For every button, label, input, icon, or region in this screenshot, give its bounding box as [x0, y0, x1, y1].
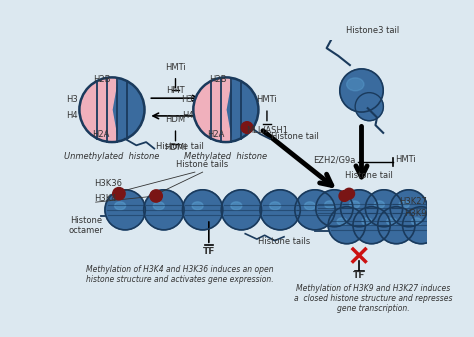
Text: H2A: H2A	[208, 130, 225, 139]
Circle shape	[150, 190, 162, 202]
Text: Methylation of H3K4 and H3K36 induces an open: Methylation of H3K4 and H3K36 induces an…	[86, 265, 273, 274]
Text: MLL/ASH1: MLL/ASH1	[246, 126, 288, 135]
Ellipse shape	[374, 201, 384, 208]
Ellipse shape	[325, 201, 335, 208]
Ellipse shape	[399, 201, 409, 208]
Text: histone structure and activates gene expression.: histone structure and activates gene exp…	[86, 275, 273, 284]
Text: H3K27: H3K27	[399, 197, 427, 207]
Ellipse shape	[231, 202, 242, 210]
Circle shape	[193, 78, 258, 142]
Text: Histone3 tail: Histone3 tail	[346, 26, 400, 35]
Circle shape	[295, 190, 335, 230]
Text: Unmethylated  histone: Unmethylated histone	[64, 152, 160, 161]
Ellipse shape	[349, 201, 360, 208]
Circle shape	[340, 69, 383, 112]
Text: HMTi: HMTi	[256, 95, 277, 104]
Circle shape	[341, 190, 378, 227]
Circle shape	[365, 190, 402, 227]
Text: H4: H4	[182, 111, 193, 120]
Text: TF: TF	[203, 247, 215, 256]
Circle shape	[355, 93, 383, 121]
Ellipse shape	[153, 202, 164, 210]
Circle shape	[378, 207, 415, 244]
Ellipse shape	[362, 218, 372, 225]
Text: Histone tail: Histone tail	[346, 171, 393, 180]
Text: H3K9: H3K9	[404, 209, 427, 218]
Text: TF: TF	[353, 271, 365, 280]
Ellipse shape	[115, 202, 126, 210]
Circle shape	[390, 190, 428, 227]
Circle shape	[402, 207, 440, 244]
Text: gene transcription.: gene transcription.	[337, 304, 410, 313]
Text: a  closed histone structure and represses: a closed histone structure and represses	[294, 294, 452, 303]
Text: HDMi: HDMi	[164, 143, 187, 152]
Circle shape	[339, 191, 350, 202]
Circle shape	[80, 78, 145, 142]
Ellipse shape	[411, 218, 422, 225]
Circle shape	[105, 190, 145, 230]
Text: HMT: HMT	[166, 86, 185, 95]
Text: Histone tail: Histone tail	[271, 132, 319, 141]
Circle shape	[260, 190, 300, 230]
Text: H2B: H2B	[209, 75, 227, 84]
Text: HDM: HDM	[165, 115, 185, 124]
Circle shape	[316, 190, 353, 227]
Text: HMTi: HMTi	[165, 63, 186, 72]
Ellipse shape	[192, 202, 203, 210]
Text: H4: H4	[66, 111, 78, 120]
Circle shape	[241, 122, 253, 133]
Ellipse shape	[337, 218, 347, 225]
Text: H3K4: H3K4	[94, 193, 117, 203]
Text: Histone tails: Histone tails	[176, 160, 229, 169]
Circle shape	[182, 190, 223, 230]
Text: HMTi: HMTi	[396, 155, 416, 164]
Wedge shape	[80, 78, 118, 142]
Circle shape	[328, 207, 365, 244]
Ellipse shape	[270, 202, 281, 210]
Circle shape	[344, 188, 355, 199]
Ellipse shape	[304, 202, 316, 210]
Text: Histone tail: Histone tail	[156, 142, 204, 151]
Text: H2A: H2A	[92, 130, 109, 139]
Circle shape	[221, 190, 262, 230]
Circle shape	[144, 190, 184, 230]
Text: H3K36: H3K36	[94, 179, 122, 188]
Text: EZH2/G9a: EZH2/G9a	[313, 155, 356, 164]
Circle shape	[113, 187, 125, 200]
Text: Histone
octamer: Histone octamer	[69, 216, 104, 235]
Wedge shape	[193, 78, 231, 142]
Circle shape	[353, 207, 390, 244]
Text: H3: H3	[182, 95, 193, 104]
Text: H2B: H2B	[93, 75, 111, 84]
Ellipse shape	[387, 218, 397, 225]
Ellipse shape	[346, 78, 364, 91]
Text: Methylated  histone: Methylated histone	[184, 152, 267, 161]
Text: Histone tails: Histone tails	[258, 237, 310, 246]
Text: Methylation of H3K9 and H3K27 induces: Methylation of H3K9 and H3K27 induces	[296, 284, 450, 293]
Text: H3: H3	[66, 95, 78, 104]
